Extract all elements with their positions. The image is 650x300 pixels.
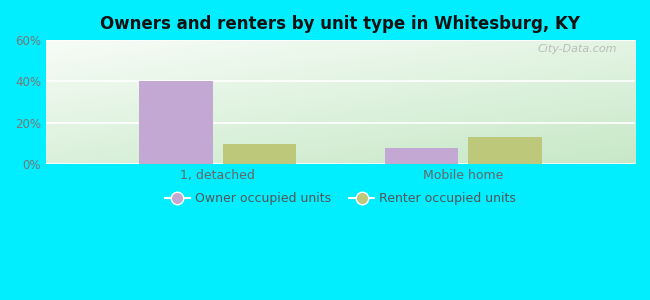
Bar [139, 82, 213, 164]
Legend: Owner occupied units, Renter occupied units: Owner occupied units, Renter occupied un… [159, 187, 521, 210]
Bar [468, 137, 541, 164]
Text: City-Data.com: City-Data.com [538, 44, 618, 54]
Title: Owners and renters by unit type in Whitesburg, KY: Owners and renters by unit type in White… [101, 15, 580, 33]
Bar [385, 148, 458, 164]
Bar [222, 143, 296, 164]
